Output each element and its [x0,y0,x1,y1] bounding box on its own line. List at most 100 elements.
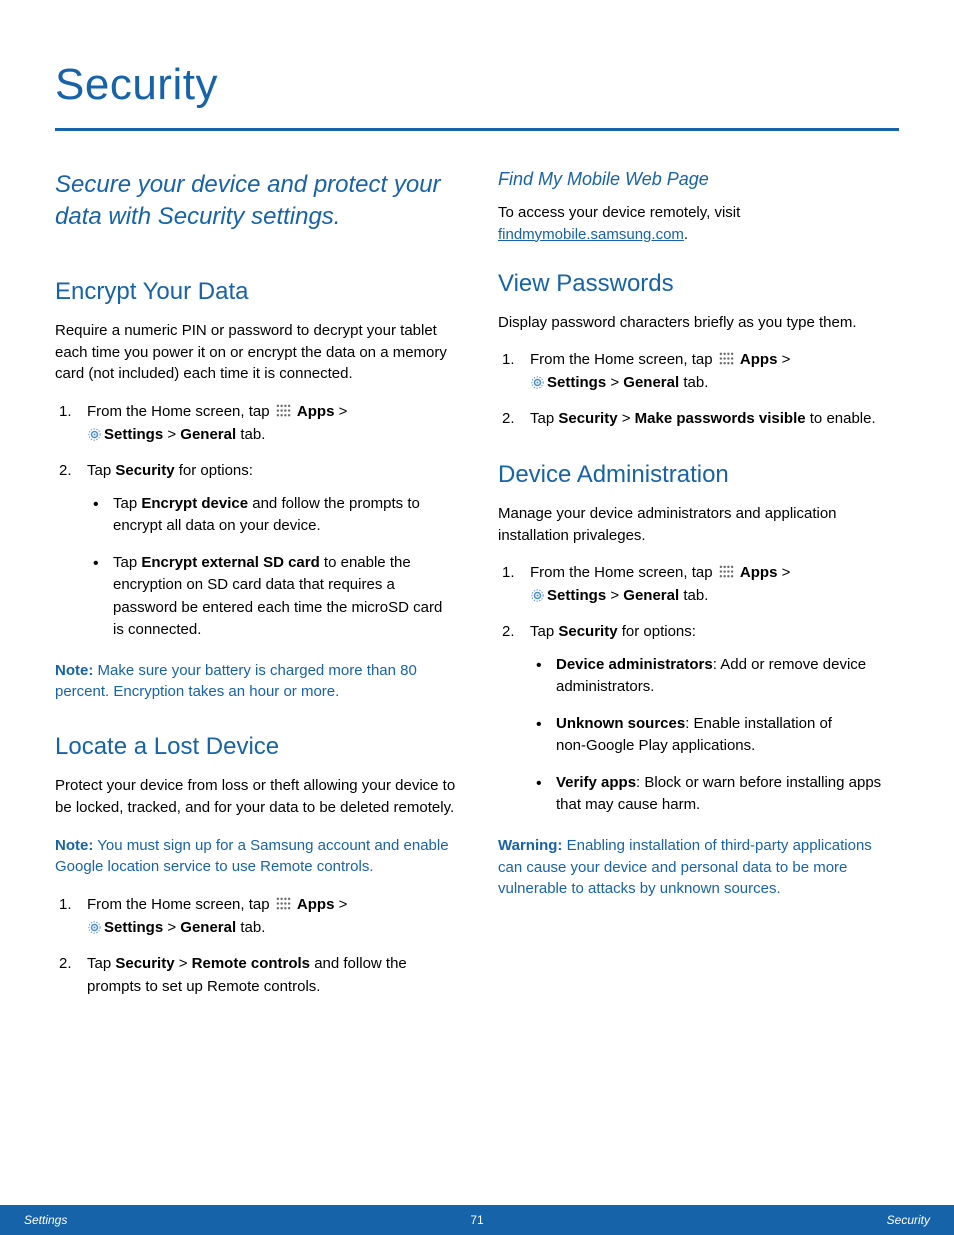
note-label: Note: [55,662,93,679]
findmy-pre: To access your device remotely, visit [498,204,740,221]
bold-text: Settings [547,587,606,604]
section-locate: Locate a Lost Device Protect your device… [55,733,456,998]
encrypt-note: Note: Make sure your battery is charged … [55,660,456,704]
apps-icon [276,404,291,417]
bold-text: Settings [104,919,163,936]
step-text: tab. [236,919,265,936]
step-text: > [163,919,180,936]
bold-text: General [180,426,236,443]
step-text: From the Home screen, tap [87,403,274,420]
footer-page-number: 71 [470,1213,483,1227]
step-text: > [334,403,347,420]
bold-text: Unknown sources [556,715,685,732]
step-text: Tap [530,410,558,427]
encrypt-steps: From the Home screen, tap Apps > Setting… [55,401,456,642]
list-item: Tap Security > Make passwords visible to… [498,408,899,431]
section-admin: Device Administration Manage your device… [498,461,899,900]
step-text: for options: [175,462,253,479]
admin-warning: Warning: Enabling installation of third-… [498,835,899,900]
heading-viewpw: View Passwords [498,270,899,298]
bold-text: Settings [104,426,163,443]
apps-icon [276,897,291,910]
step-text: > [618,410,635,427]
list-item: From the Home screen, tap Apps > Setting… [498,349,899,394]
list-item: Tap Security > Remote controls and follo… [55,953,456,998]
bold-text: Verify apps [556,774,636,791]
bold-text: General [180,919,236,936]
findmy-link[interactable]: findmymobile.samsung.com [498,226,684,243]
page-footer: Settings 71 Security [0,1205,954,1235]
step-text: for options: [618,623,696,640]
intro-text: Secure your device and protect your data… [55,169,456,234]
list-item: Device administrators: Add or remove dev… [530,654,899,699]
step-text: > [334,896,347,913]
apps-icon [719,352,734,365]
bold-text: General [623,587,679,604]
list-item: Verify apps: Block or warn before instal… [530,772,899,817]
heading-encrypt: Encrypt Your Data [55,278,456,306]
left-column: Secure your device and protect your data… [55,169,456,1028]
section-encrypt: Encrypt Your Data Require a numeric PIN … [55,278,456,703]
list-item: Tap Encrypt external SD card to enable t… [87,552,456,642]
right-column: Find My Mobile Web Page To access your d… [498,169,899,1028]
apps-icon [719,565,734,578]
bold-text: Device administrators [556,656,713,673]
content-columns: Secure your device and protect your data… [55,169,899,1028]
bold-text: Remote controls [192,955,310,972]
settings-icon [87,920,102,935]
step-text: tab. [236,426,265,443]
locate-steps: From the Home screen, tap Apps > Setting… [55,894,456,998]
note-label: Note: [55,837,93,854]
findmy-body: To access your device remotely, visit fi… [498,202,899,246]
heading-locate: Locate a Lost Device [55,733,456,761]
encrypt-options: Tap Encrypt device and follow the prompt… [87,493,456,642]
admin-steps: From the Home screen, tap Apps > Setting… [498,562,899,817]
encrypt-body: Require a numeric PIN or password to dec… [55,320,456,385]
bold-text: Settings [547,374,606,391]
bold-text: Apps [297,896,335,913]
note-text: Make sure your battery is charged more t… [55,662,417,701]
step-text: Tap [87,462,115,479]
page-title: Security [55,60,899,110]
list-item: Tap Encrypt device and follow the prompt… [87,493,456,538]
bold-text: Apps [297,403,335,420]
bullet-text: Tap [113,554,141,571]
list-item: From the Home screen, tap Apps > Setting… [55,401,456,446]
note-text: You must sign up for a Samsung account a… [55,837,449,876]
bold-text: Make passwords visible [635,410,806,427]
bold-text: Security [115,462,174,479]
footer-right: Security [887,1213,930,1227]
section-viewpw: View Passwords Display password characte… [498,270,899,431]
bold-text: Security [558,410,617,427]
step-text: > [606,374,623,391]
step-text: From the Home screen, tap [530,351,717,368]
findmy-post: . [684,226,688,243]
bold-text: Encrypt external SD card [141,554,319,571]
step-text: Tap [530,623,558,640]
list-item: Tap Security for options: Tap Encrypt de… [55,460,456,642]
step-text: tab. [679,374,708,391]
warning-label: Warning: [498,837,562,854]
step-text: tab. [679,587,708,604]
heading-findmy: Find My Mobile Web Page [498,169,899,190]
list-item: Tap Security for options: Device adminis… [498,621,899,817]
step-text: > [175,955,192,972]
list-item: From the Home screen, tap Apps > Setting… [498,562,899,607]
title-rule [55,128,899,131]
list-item: Unknown sources: Enable installation of … [530,713,899,758]
bold-text: Apps [740,564,778,581]
step-text: > [606,587,623,604]
bold-text: General [623,374,679,391]
step-text: > [163,426,180,443]
locate-note: Note: You must sign up for a Samsung acc… [55,835,456,879]
settings-icon [530,375,545,390]
step-text: Tap [87,955,115,972]
footer-left: Settings [24,1213,67,1227]
step-text: > [777,351,790,368]
step-text: to enable. [806,410,876,427]
bold-text: Apps [740,351,778,368]
settings-icon [87,427,102,442]
bold-text: Security [558,623,617,640]
step-text: From the Home screen, tap [87,896,274,913]
section-findmy: Find My Mobile Web Page To access your d… [498,169,899,246]
